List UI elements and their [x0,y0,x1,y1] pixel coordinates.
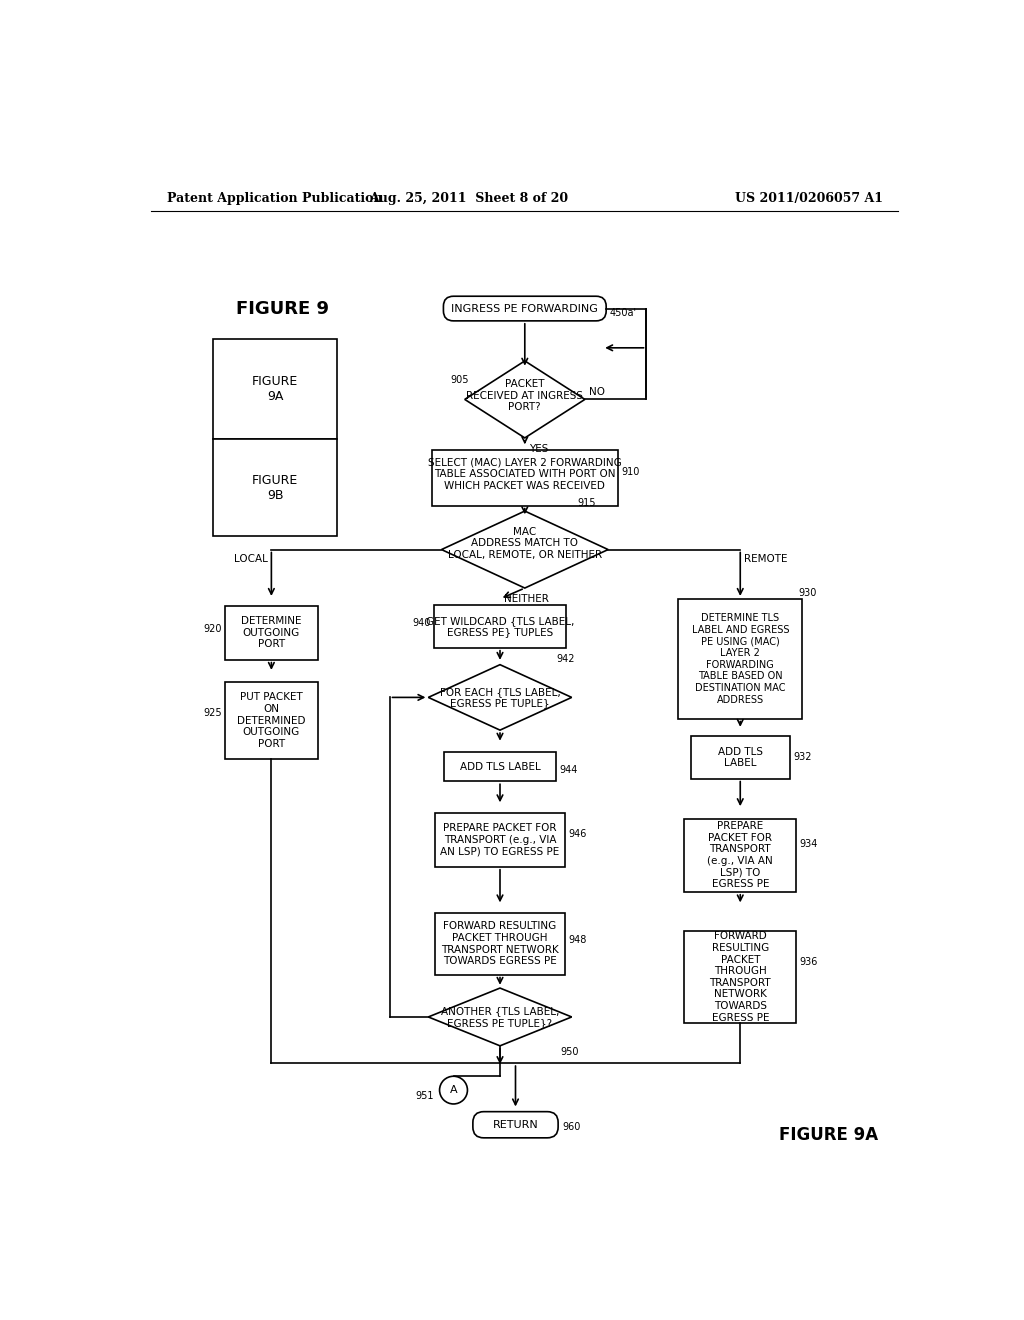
Text: FIGURE
9A: FIGURE 9A [252,375,298,404]
Text: GET WILDCARD {TLS LABEL,
EGRESS PE} TUPLES: GET WILDCARD {TLS LABEL, EGRESS PE} TUPL… [426,615,574,638]
Bar [690,737,790,779]
Text: 948: 948 [568,935,587,945]
Bar [678,599,802,718]
Text: 930: 930 [799,589,817,598]
FancyBboxPatch shape [473,1111,558,1138]
Text: SELECT (MAC) LAYER 2 FORWARDING
TABLE ASSOCIATED WITH PORT ON
WHICH PACKET WAS R: SELECT (MAC) LAYER 2 FORWARDING TABLE AS… [428,458,622,491]
Text: US 2011/0206057 A1: US 2011/0206057 A1 [735,191,883,205]
Text: 942: 942 [556,653,574,664]
Text: PACKET
RECEIVED AT INGRESS
PORT?: PACKET RECEIVED AT INGRESS PORT? [466,379,584,412]
Text: FIGURE
9B: FIGURE 9B [252,474,298,502]
Text: RETURN: RETURN [493,1119,539,1130]
Text: 940: 940 [413,618,431,628]
Text: PREPARE PACKET FOR
TRANSPORT (e.g., VIA
AN LSP) TO EGRESS PE: PREPARE PACKET FOR TRANSPORT (e.g., VIA … [440,824,560,857]
Text: YES: YES [528,444,548,454]
Polygon shape [428,989,571,1045]
Text: NEITHER: NEITHER [504,594,549,605]
Text: DETERMINE TLS
LABEL AND EGRESS
PE USING (MAC)
LAYER 2
FORWARDING
TABLE BASED ON
: DETERMINE TLS LABEL AND EGRESS PE USING … [691,614,790,705]
Bar [225,606,317,660]
Text: 946: 946 [568,829,587,838]
Text: A: A [450,1085,458,1096]
Text: 932: 932 [793,752,811,763]
Bar [434,606,566,648]
Text: REMOTE: REMOTE [744,554,787,564]
Polygon shape [465,360,585,438]
Text: ADD TLS
LABEL: ADD TLS LABEL [718,747,763,768]
Text: 910: 910 [622,467,640,477]
Text: DETERMINE
OUTGOING
PORT: DETERMINE OUTGOING PORT [241,616,302,649]
Bar [443,752,556,781]
Text: ANOTHER {TLS LABEL,
EGRESS PE TUPLE}?: ANOTHER {TLS LABEL, EGRESS PE TUPLE}? [440,1006,559,1028]
Text: INGRESS PE FORWARDING: INGRESS PE FORWARDING [452,304,598,314]
Text: 925: 925 [203,708,222,718]
Text: 934: 934 [800,838,818,849]
Text: 450a': 450a' [610,308,637,318]
Bar [684,931,797,1023]
Bar [225,682,317,759]
Text: ADD TLS LABEL: ADD TLS LABEL [460,762,541,772]
Polygon shape [428,665,571,730]
Text: NO: NO [589,387,605,397]
Bar [432,450,617,506]
Text: 905: 905 [451,375,469,385]
Text: FIGURE 9: FIGURE 9 [237,301,330,318]
Text: 951: 951 [416,1092,434,1101]
Text: PREPARE
PACKET FOR
TRANSPORT
(e.g., VIA AN
LSP) TO
EGRESS PE: PREPARE PACKET FOR TRANSPORT (e.g., VIA … [708,821,773,890]
Text: LOCAL: LOCAL [233,554,267,564]
Text: MAC
ADDRESS MATCH TO
LOCAL, REMOTE, OR NEITHER: MAC ADDRESS MATCH TO LOCAL, REMOTE, OR N… [447,527,602,560]
Text: Patent Application Publication: Patent Application Publication [167,191,382,205]
Text: FORWARD RESULTING
PACKET THROUGH
TRANSPORT NETWORK
TOWARDS EGRESS PE: FORWARD RESULTING PACKET THROUGH TRANSPO… [441,921,559,966]
Text: 950: 950 [560,1047,579,1057]
Text: 915: 915 [578,499,596,508]
Text: FOR EACH {TLS LABEL,
EGRESS PE TUPLE}: FOR EACH {TLS LABEL, EGRESS PE TUPLE} [439,686,560,709]
Text: FIGURE 9A: FIGURE 9A [779,1126,879,1143]
Bar [213,440,337,536]
Bar [435,913,565,974]
Bar [213,339,337,440]
Bar [435,813,565,867]
FancyBboxPatch shape [443,296,606,321]
Text: 944: 944 [559,764,578,775]
Text: FORWARD
RESULTING
PACKET
THROUGH
TRANSPORT
NETWORK
TOWARDS
EGRESS PE: FORWARD RESULTING PACKET THROUGH TRANSPO… [710,932,771,1023]
Bar [684,818,797,892]
Text: Aug. 25, 2011  Sheet 8 of 20: Aug. 25, 2011 Sheet 8 of 20 [370,191,568,205]
Text: PUT PACKET
ON
DETERMINED
OUTGOING
PORT: PUT PACKET ON DETERMINED OUTGOING PORT [238,692,305,748]
Text: 936: 936 [800,957,818,966]
Polygon shape [441,511,608,589]
Text: 920: 920 [204,624,222,634]
Text: 960: 960 [562,1122,581,1133]
